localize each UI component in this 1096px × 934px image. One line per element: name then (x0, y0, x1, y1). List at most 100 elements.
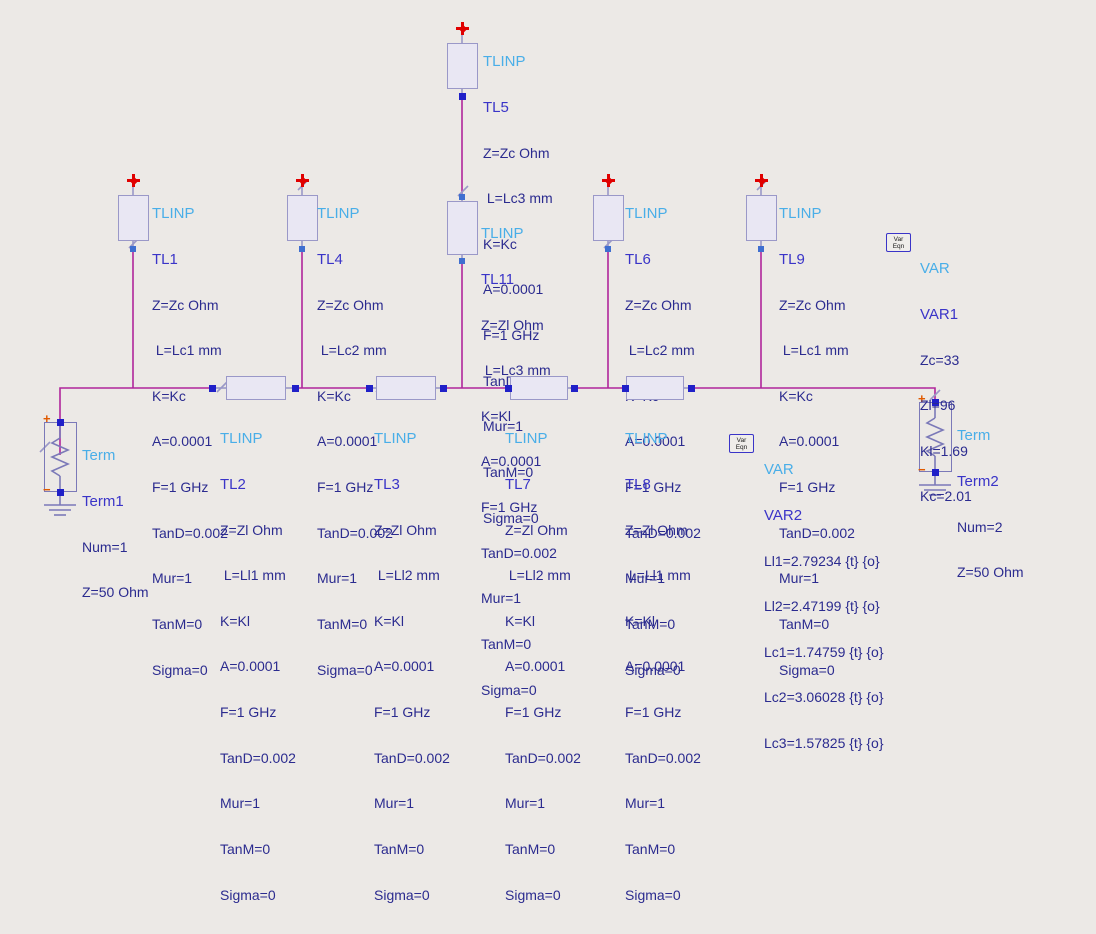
label-instance: TL4 (317, 251, 343, 269)
param: A=0.0001 (152, 433, 213, 450)
param: Mur=1 (505, 795, 546, 812)
component-body-tl6[interactable] (593, 195, 624, 241)
var-eqn-icon-line2: Eqn (735, 443, 748, 451)
param: TanD=0.002 (505, 749, 581, 766)
component-body-tl11[interactable] (447, 201, 478, 255)
var-eqn-icon-line1: Var (893, 235, 904, 243)
label-instance: VAR1 (920, 306, 959, 324)
component-body-tl8[interactable] (626, 376, 684, 400)
polarity-minus-term2: − (918, 462, 926, 477)
param: TanD=0.002 (317, 524, 393, 541)
node-term1-minus (57, 489, 64, 496)
node-tl9-bottom (758, 246, 764, 252)
param: L=Lc3 mm (483, 190, 553, 207)
label-type: TLINP (625, 205, 668, 223)
param: L=Lc2 mm (317, 342, 387, 359)
label-tl8: TLINP TL8 Z=Zl Ohm L=Ll1 mm K=Kl A=0.000… (625, 401, 701, 933)
param: Sigma=0 (625, 886, 681, 903)
schematic-canvas[interactable]: TLINP TL5 Z=Zc Ohm L=Lc3 mm K=Kc A=0.000… (0, 0, 1096, 902)
label-term1: Term Term1 Num=1 Z=50 Ohm (82, 418, 149, 631)
param: Mur=1 (779, 570, 820, 587)
component-body-tl9[interactable] (746, 195, 777, 241)
param: Ll1=2.79234 {t} {o} (764, 552, 880, 569)
component-body-tl1[interactable] (118, 195, 149, 241)
label-type: TLINP (625, 430, 668, 448)
param: TanM=0 (483, 463, 534, 480)
label-instance: Term1 (82, 493, 124, 511)
label-type: VAR (920, 260, 950, 278)
param: Z=50 Ohm (957, 564, 1024, 581)
param: Sigma=0 (152, 661, 208, 678)
open-circuit-marker-tl6[interactable] (602, 174, 615, 187)
node-tl11-top (459, 194, 465, 200)
component-body-tl7[interactable] (510, 376, 568, 400)
open-circuit-marker-tl5[interactable] (456, 22, 469, 35)
label-tl7: TLINP TL7 Z=Zl Ohm L=Ll2 mm K=Kl A=0.000… (505, 401, 581, 933)
param: TanD=0.002 (625, 524, 701, 541)
param: A=0.0001 (483, 281, 544, 298)
label-instance: TL9 (779, 251, 805, 269)
param: A=0.0001 (374, 658, 435, 675)
label-type: TLINP (483, 53, 526, 71)
param: TanD=0.002 (220, 749, 296, 766)
param: L=Ll1 mm (625, 567, 691, 584)
param: Z=Zc Ohm (152, 296, 219, 313)
param: Lc2=3.06028 {t} {o} (764, 689, 884, 706)
param: A=0.0001 (317, 433, 378, 450)
param: Num=2 (957, 518, 1003, 535)
label-type: TLINP (152, 205, 195, 223)
var-eqn-icon-var1[interactable]: Var Eqn (886, 233, 911, 252)
open-circuit-marker-tl1[interactable] (127, 174, 140, 187)
param: Sigma=0 (374, 886, 430, 903)
param: F=1 GHz (483, 327, 540, 344)
param: F=1 GHz (317, 479, 374, 496)
param: Z=Zl Ohm (625, 521, 688, 538)
label-tl2: TLINP TL2 Z=Zl Ohm L=Ll1 mm K=Kl A=0.000… (220, 401, 296, 933)
param: Mur=1 (625, 795, 666, 812)
node-tl2-left (209, 385, 216, 392)
param: K=Kc (779, 387, 813, 404)
param: Zc=33 (920, 351, 960, 368)
open-circuit-marker-tl9[interactable] (755, 174, 768, 187)
label-instance: TL2 (220, 476, 246, 494)
param: TanM=0 (220, 840, 271, 857)
var-eqn-icon-var2[interactable]: Var Eqn (729, 434, 754, 453)
node-tl7-left (505, 385, 512, 392)
label-type: Term (82, 447, 116, 465)
label-instance: VAR2 (764, 507, 803, 525)
label-term2: Term Term2 Num=2 Z=50 Ohm (957, 398, 1024, 611)
param: A=0.0001 (625, 433, 686, 450)
param: Ll2=2.47199 {t} {o} (764, 598, 880, 615)
label-type: Term (957, 427, 991, 445)
label-instance: TL1 (152, 251, 178, 269)
component-body-tl2[interactable] (226, 376, 286, 400)
param: Mur=1 (152, 570, 193, 587)
param: Z=Zc Ohm (317, 296, 384, 313)
param: Z=50 Ohm (82, 584, 149, 601)
param: F=1 GHz (152, 479, 209, 496)
node-tl8-right (688, 385, 695, 392)
param: L=Lc2 mm (625, 342, 695, 359)
component-body-tl3[interactable] (376, 376, 436, 400)
node-tl1-bottom (130, 246, 136, 252)
param: Z=Zl Ohm (481, 316, 544, 333)
param: Sigma=0 (505, 886, 561, 903)
param: Mur=1 (220, 795, 261, 812)
component-body-tl4[interactable] (287, 195, 318, 241)
param: TanD=0.002 (481, 544, 557, 561)
param: F=1 GHz (374, 704, 431, 721)
param: L=Ll2 mm (505, 567, 571, 584)
label-instance: TL6 (625, 251, 651, 269)
node-tl3-right (440, 385, 447, 392)
label-instance: TL3 (374, 476, 400, 494)
param: K=Kc (152, 387, 186, 404)
component-body-tl5[interactable] (447, 43, 478, 89)
param: Mur=1 (374, 795, 415, 812)
open-circuit-marker-tl4[interactable] (296, 174, 309, 187)
var-eqn-icon-line2: Eqn (892, 242, 905, 250)
param: Zl=96 (920, 397, 956, 414)
param: F=1 GHz (505, 704, 562, 721)
label-type: TLINP (481, 225, 524, 243)
node-tl3-left (366, 385, 373, 392)
param: K=Kc (483, 235, 517, 252)
